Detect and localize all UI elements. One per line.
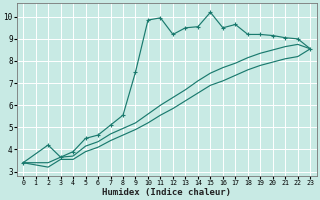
X-axis label: Humidex (Indice chaleur): Humidex (Indice chaleur) xyxy=(102,188,231,197)
